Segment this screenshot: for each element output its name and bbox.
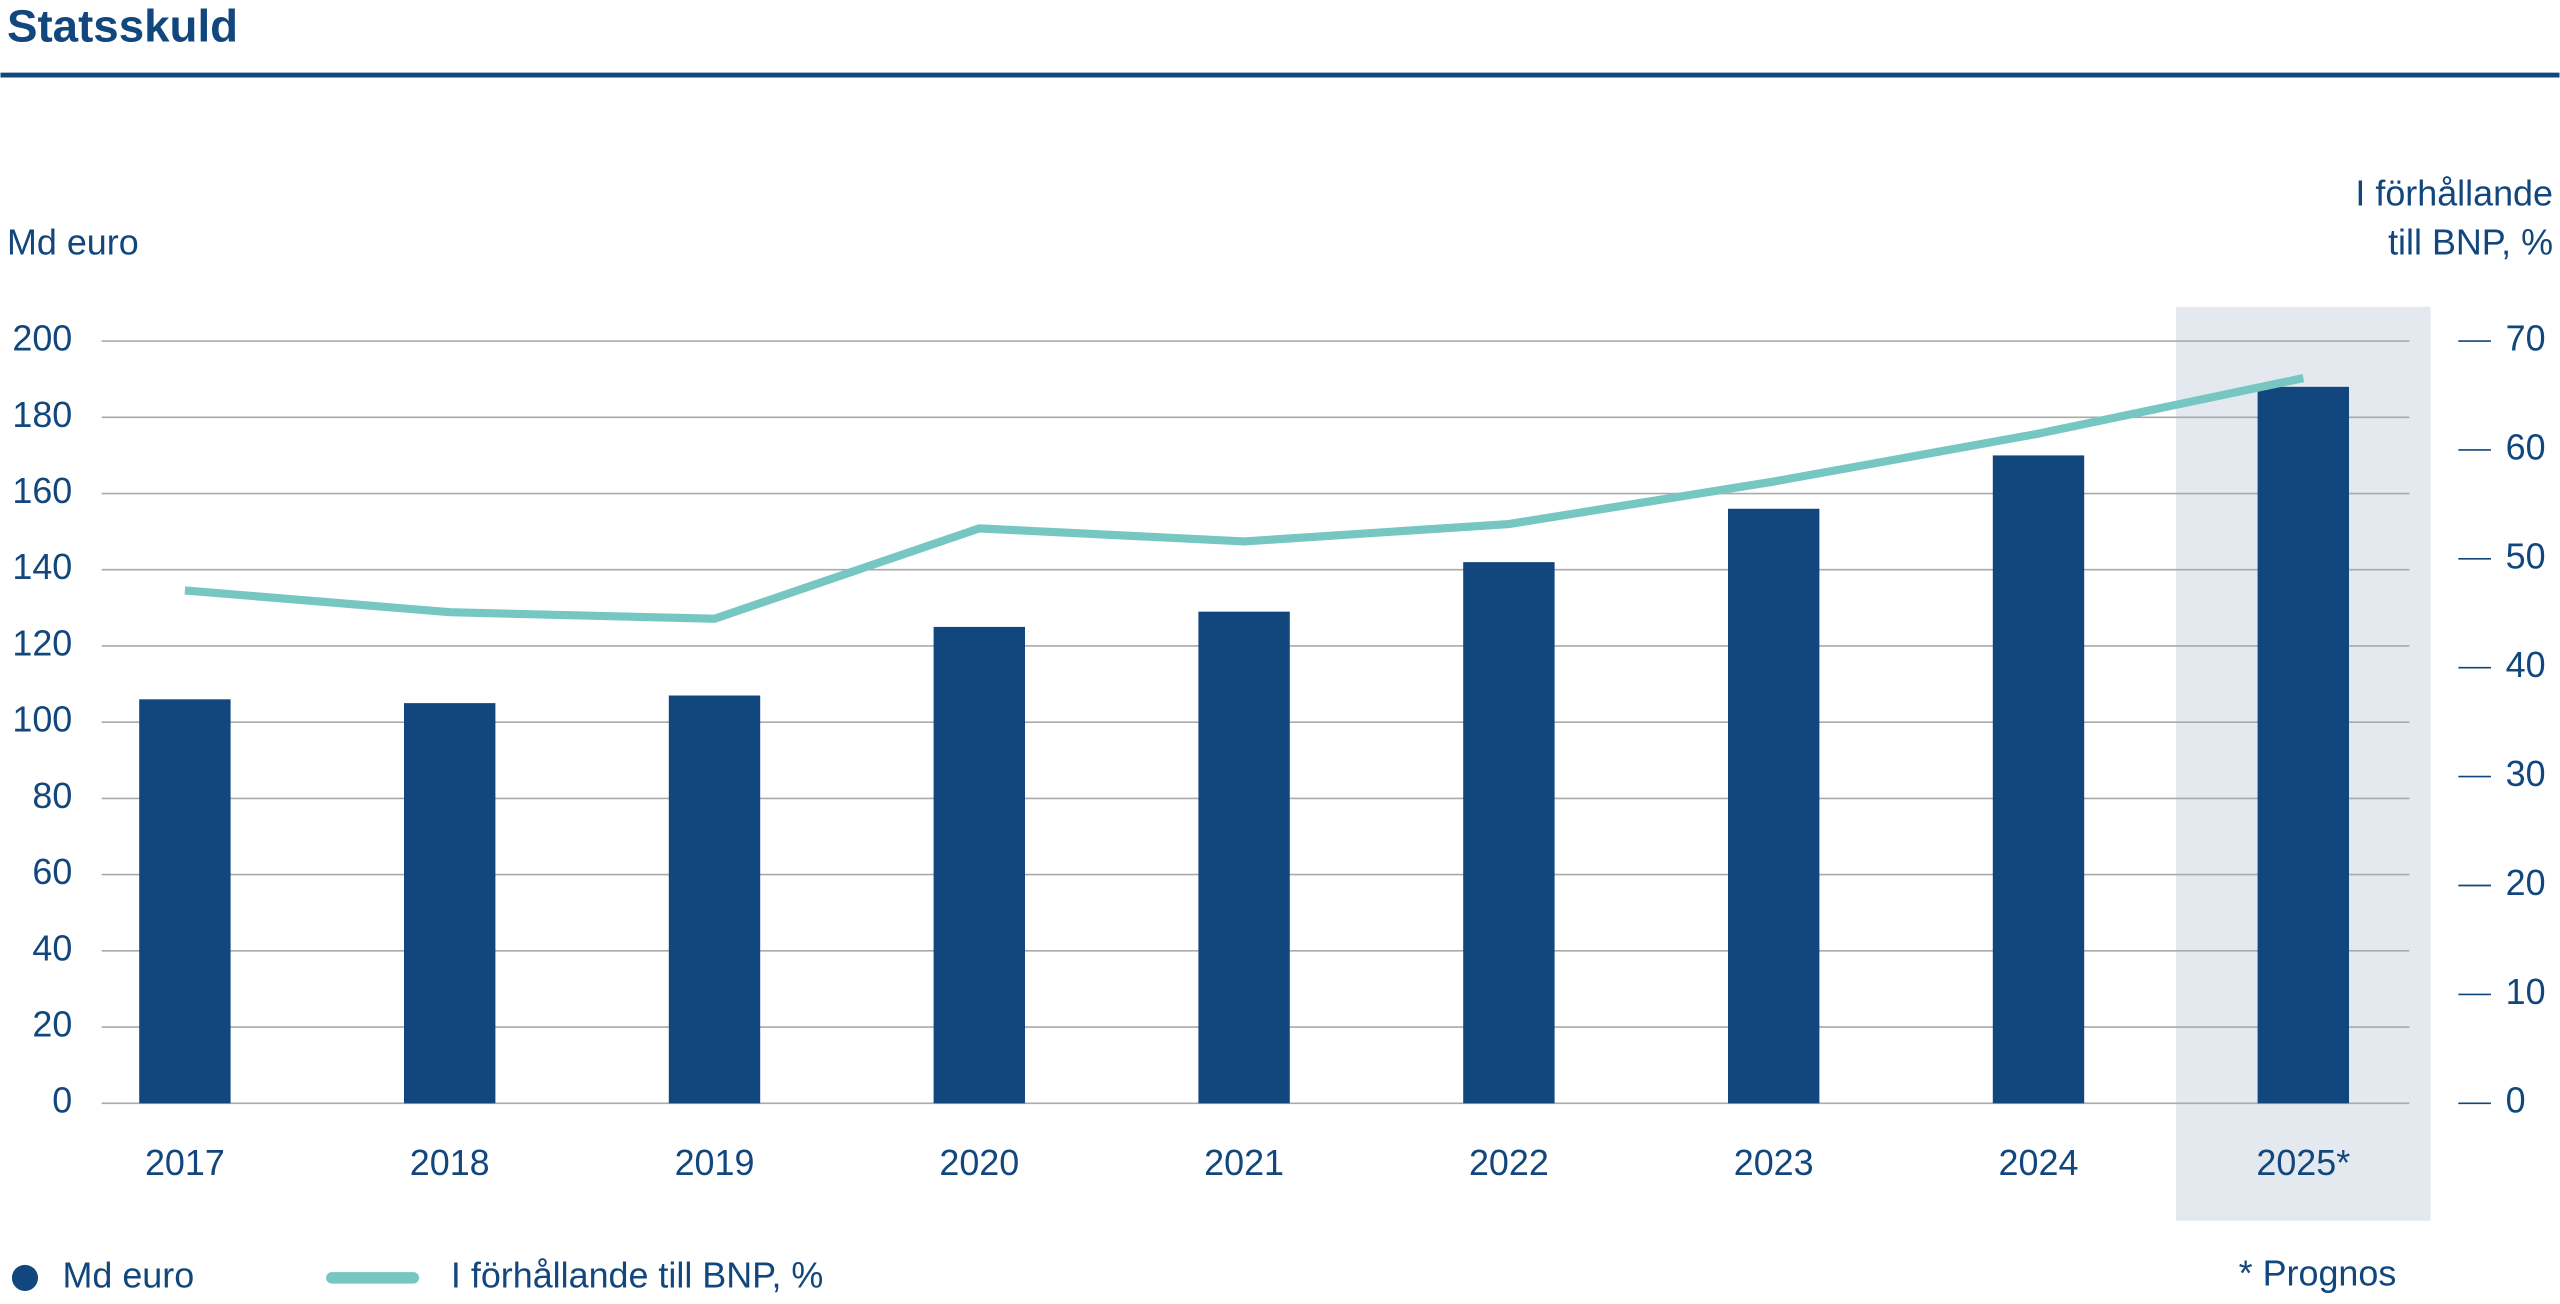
x-tick-label: 2025* <box>2256 1143 2350 1183</box>
y2-tick-label: 20 <box>2506 863 2546 903</box>
y2-tick-label: 60 <box>2506 427 2546 467</box>
y-tick-label: 80 <box>32 776 72 816</box>
y-tick-label: 140 <box>12 547 72 587</box>
legend-label: Md euro <box>62 1255 194 1295</box>
y2-tick-label: 0 <box>2506 1081 2526 1121</box>
y2-tick-label: 30 <box>2506 754 2546 794</box>
y2-axis-title: till BNP, % <box>2388 222 2553 262</box>
y-tick-label: 60 <box>32 852 72 892</box>
y-tick-label: 160 <box>12 471 72 511</box>
x-tick-label: 2020 <box>939 1143 1019 1183</box>
bar <box>404 703 496 1104</box>
bar <box>1727 508 1820 1104</box>
y2-axis-title: I förhållande <box>2355 173 2553 213</box>
y2-tick-label: 40 <box>2506 645 2546 685</box>
bar <box>1198 611 1290 1104</box>
y2-tick-label: 10 <box>2506 972 2546 1012</box>
x-tick-label: 2021 <box>1204 1143 1284 1183</box>
x-tick-label: 2022 <box>1469 1143 1549 1183</box>
x-tick-label: 2024 <box>1999 1143 2079 1183</box>
y-tick-label: 180 <box>12 395 72 435</box>
legend-marker <box>11 1264 39 1291</box>
bar <box>1463 562 1555 1104</box>
bar <box>668 695 761 1104</box>
x-tick-label: 2023 <box>1734 1143 1814 1183</box>
legend-label: I förhållande till BNP, % <box>451 1255 823 1295</box>
y-tick-label: 100 <box>12 700 72 740</box>
bar <box>1992 455 2085 1104</box>
y-tick-label: 120 <box>12 623 72 663</box>
y-axis-title: Md euro <box>7 222 139 262</box>
bar <box>933 626 1025 1104</box>
bar <box>2257 386 2349 1104</box>
y2-tick-label: 70 <box>2506 319 2546 359</box>
x-tick-label: 2018 <box>410 1143 490 1183</box>
x-tick-label: 2019 <box>675 1143 755 1183</box>
chart-title: Statsskuld <box>7 0 238 51</box>
y-tick-label: 200 <box>12 319 72 359</box>
note: * Prognos <box>2239 1254 2397 1294</box>
y-tick-label: 40 <box>32 928 72 968</box>
x-tick-label: 2017 <box>145 1143 225 1183</box>
y-tick-label: 0 <box>52 1081 72 1121</box>
bar <box>139 699 231 1104</box>
line <box>184 374 2305 623</box>
y2-tick-label: 50 <box>2506 536 2546 576</box>
y-tick-label: 20 <box>32 1005 72 1045</box>
